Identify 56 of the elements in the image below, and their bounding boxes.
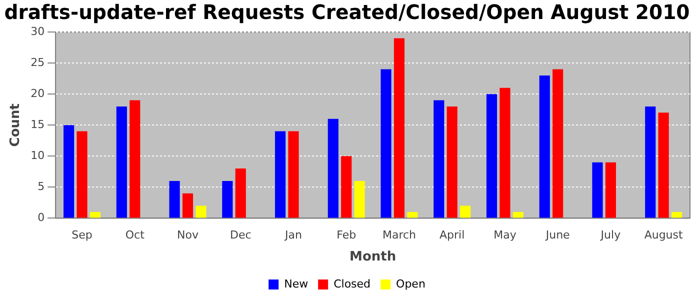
legend-label: Closed xyxy=(334,277,371,290)
bar xyxy=(407,212,418,218)
y-tick-label: 5 xyxy=(38,180,45,194)
y-axis-title: Count xyxy=(8,104,24,147)
x-tick-label: March xyxy=(382,228,416,242)
x-tick-label: June xyxy=(544,228,570,242)
bar xyxy=(671,212,682,218)
x-tick-label: July xyxy=(600,228,622,242)
bar xyxy=(130,100,140,218)
x-tick-label: Dec xyxy=(230,228,252,242)
bar xyxy=(539,75,550,218)
x-tick-label: Nov xyxy=(177,228,199,242)
y-tick-label: 10 xyxy=(30,148,45,162)
bar xyxy=(274,131,286,218)
bar xyxy=(341,156,352,218)
bar xyxy=(500,88,510,218)
x-tick-label: Oct xyxy=(125,228,146,242)
bar xyxy=(645,106,656,218)
y-tick-label: 0 xyxy=(38,211,45,224)
bar xyxy=(328,118,338,218)
bar xyxy=(169,180,180,218)
legend-label: New xyxy=(284,277,308,290)
bar xyxy=(64,125,74,218)
chart-title: drafts-update-ref Requests Created/Closed/Open August 2010 xyxy=(4,1,690,24)
bar xyxy=(486,94,498,218)
bar xyxy=(446,106,458,218)
bar xyxy=(512,212,524,218)
bar xyxy=(222,180,233,218)
x-tick-label: Jan xyxy=(284,228,302,242)
x-axis-title: Month xyxy=(350,250,396,265)
bar xyxy=(182,193,194,218)
bar xyxy=(380,69,392,218)
x-tick-label: May xyxy=(494,228,517,242)
x-tick-label: Feb xyxy=(336,228,356,242)
bar xyxy=(90,212,101,218)
y-tick-label: 20 xyxy=(30,86,45,100)
bar xyxy=(76,131,88,218)
y-tick-label: 30 xyxy=(30,24,45,38)
y-tick-label: 15 xyxy=(30,118,45,131)
x-tick-label: April xyxy=(440,228,465,242)
bar xyxy=(605,162,616,218)
y-tick-label: 25 xyxy=(30,56,45,69)
bar xyxy=(434,100,444,218)
bar xyxy=(196,206,206,218)
bar xyxy=(592,162,603,218)
bar xyxy=(394,38,405,218)
legend-label: Open xyxy=(396,277,426,290)
bar xyxy=(658,112,669,218)
bar xyxy=(460,206,471,218)
x-tick-label: August xyxy=(644,228,684,242)
bar xyxy=(288,131,299,218)
bar xyxy=(354,180,365,218)
x-tick-label: Sep xyxy=(72,228,92,242)
bar xyxy=(552,69,564,218)
bar xyxy=(116,106,127,218)
bar xyxy=(235,168,246,218)
